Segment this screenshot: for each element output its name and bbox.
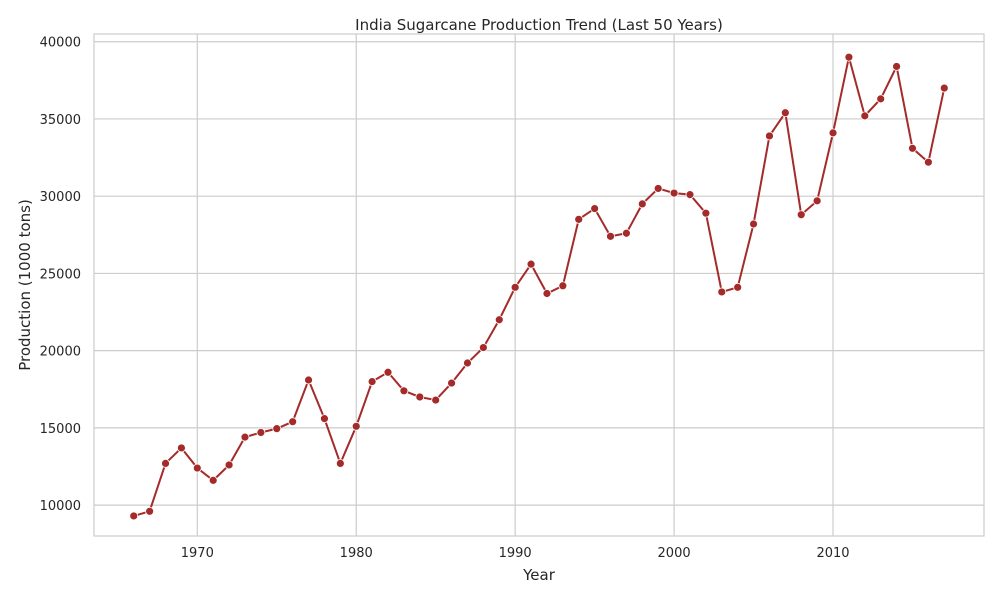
x-tick-label: 1970 xyxy=(181,546,214,561)
data-point xyxy=(749,219,758,229)
data-point xyxy=(224,460,234,470)
data-point xyxy=(876,94,886,104)
data-point xyxy=(145,506,155,516)
data-point xyxy=(669,188,679,198)
data-point xyxy=(431,395,441,405)
data-point xyxy=(351,421,361,431)
chart-title: India Sugarcane Production Trend (Last 5… xyxy=(355,16,723,34)
data-point xyxy=(908,143,917,153)
data-point xyxy=(288,417,298,427)
data-point xyxy=(923,157,933,167)
plot-frame xyxy=(93,33,985,537)
x-axis-label: Year xyxy=(522,566,556,584)
data-point xyxy=(161,458,170,468)
data-point xyxy=(796,210,806,220)
data-point xyxy=(208,475,218,485)
x-tick-labels: 1970 1980 1990 2000 2010 xyxy=(181,546,850,561)
data-point xyxy=(494,315,504,325)
y-axis-label: Production (1000 tons) xyxy=(16,199,34,371)
data-point xyxy=(256,428,266,437)
x-tick-label: 2010 xyxy=(816,546,849,561)
data-point xyxy=(510,282,520,292)
data-point xyxy=(812,196,822,206)
data-point xyxy=(558,281,568,291)
data-point xyxy=(701,208,711,218)
data-point xyxy=(860,111,870,121)
data-point xyxy=(399,386,409,396)
data-point xyxy=(415,392,425,402)
data-point xyxy=(542,289,552,298)
data-point xyxy=(574,214,584,224)
series-line xyxy=(133,56,946,517)
data-point xyxy=(606,231,615,241)
data-point xyxy=(844,52,854,62)
data-point xyxy=(192,463,202,473)
y-tick-labels: 10000 15000 20000 25000 30000 35000 40000 xyxy=(40,36,81,514)
y-tick-label: 20000 xyxy=(40,345,81,360)
data-point xyxy=(622,228,631,238)
x-tick-label: 2000 xyxy=(658,546,691,561)
data-point xyxy=(272,424,282,434)
y-tick-label: 35000 xyxy=(40,113,81,128)
data-point xyxy=(367,377,377,386)
data-point xyxy=(463,358,472,368)
data-point xyxy=(733,282,743,292)
data-point xyxy=(526,259,536,269)
data-point xyxy=(478,343,488,352)
data-point xyxy=(653,184,663,193)
y-tick-label: 25000 xyxy=(40,267,81,282)
data-point xyxy=(637,199,647,209)
data-point xyxy=(335,458,345,468)
data-point xyxy=(939,83,949,93)
data-point xyxy=(447,378,456,388)
data-point xyxy=(765,131,774,141)
data-point xyxy=(240,432,250,442)
x-tick-label: 1980 xyxy=(340,546,373,561)
y-tick-label: 40000 xyxy=(40,36,81,51)
data-point xyxy=(320,414,329,424)
data-point xyxy=(304,375,313,385)
data-point xyxy=(383,367,393,377)
y-tick-label: 10000 xyxy=(40,499,81,514)
data-point xyxy=(717,287,727,297)
data-point xyxy=(780,108,790,118)
data-point xyxy=(685,190,695,200)
data-point xyxy=(892,62,901,71)
data-point xyxy=(129,511,139,521)
data-point xyxy=(590,204,600,213)
data-points xyxy=(129,52,949,521)
data-point xyxy=(177,443,186,453)
data-point xyxy=(828,128,838,138)
y-tick-label: 30000 xyxy=(40,190,81,205)
x-tick-label: 1990 xyxy=(499,546,532,561)
y-tick-label: 15000 xyxy=(40,422,81,437)
